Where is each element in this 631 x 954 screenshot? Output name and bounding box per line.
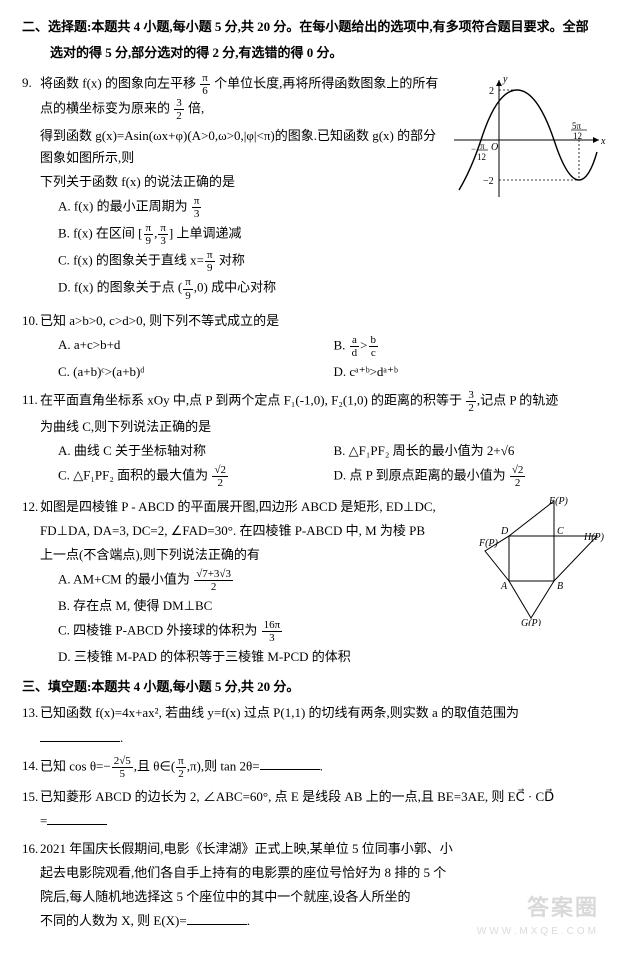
q16-stem-line3: 院后,每人随机地选择这 5 个座位中的其中一个就座,设各人所坐的: [40, 886, 609, 908]
question-11: 11. 在平面直角坐标系 xOy 中,点 P 到两个定点 F₁(-1,0), F…: [22, 389, 609, 490]
q12-option-d: D. 三棱锥 M-PAD 的体积等于三棱锥 M-PCD 的体积: [40, 646, 609, 668]
question-9: 9. x y O 2 −2: [22, 72, 609, 303]
svg-text:H(P): H(P): [583, 532, 605, 543]
q15-number: 15.: [22, 786, 38, 808]
q14-stem: 已知 cos θ=−2√55,且 θ∈(π2,π),则 tan 2θ=.: [40, 755, 609, 780]
q15-blank: [47, 811, 107, 825]
svg-text:F(P): F(P): [479, 538, 499, 549]
svg-text:B: B: [557, 581, 563, 592]
svg-text:12: 12: [573, 131, 582, 141]
svg-text:D: D: [500, 526, 509, 537]
q13-stem-line2: .: [40, 727, 609, 749]
q10-option-b: B. ad>bc: [334, 334, 610, 359]
section2-header-line2: 选对的得 5 分,部分选对的得 2 分,有选错的得 0 分。: [22, 42, 609, 64]
svg-text:E(P): E(P): [548, 496, 569, 507]
q11-option-b: B. △F₁PF₂ 周长的最小值为 2+√6: [334, 440, 610, 462]
q10-stem: 已知 a>b>0, c>d>0, 则下列不等式成立的是: [40, 310, 609, 332]
question-14: 14. 已知 cos θ=−2√55,且 θ∈(π2,π),则 tan 2θ=.: [22, 755, 609, 780]
q9-option-b: B. f(x) 在区间 [π9,π3] 上单调递减: [40, 222, 609, 247]
question-10: 10. 已知 a>b>0, c>d>0, 则下列不等式成立的是 A. a+c>b…: [22, 310, 609, 383]
q10-option-c: C. (a+b)ᶜ>(a+b)ᵈ: [58, 361, 334, 383]
q16-number: 16.: [22, 838, 38, 860]
question-16: 16. 2021 年国庆长假期间,电影《长津湖》正式上映,某单位 5 位同事小郭…: [22, 838, 609, 932]
section2-header-line1: 二、选择题:本题共 4 小题,每小题 5 分,共 20 分。在每小题给出的选项中…: [22, 16, 609, 38]
svg-text:y: y: [502, 74, 508, 85]
svg-text:π: π: [480, 141, 485, 151]
q9-option-d: D. f(x) 的图象关于点 (π9,0) 成中心对称: [40, 276, 609, 301]
q12-number: 12.: [22, 496, 38, 518]
svg-text:C: C: [557, 526, 564, 537]
q10-option-a: A. a+c>b+d: [58, 334, 334, 359]
svg-text:A: A: [500, 581, 508, 592]
q16-stem-line1: 2021 年国庆长假期间,电影《长津湖》正式上映,某单位 5 位同事小郭、小: [40, 838, 609, 860]
question-12: 12. A B C D E(P) F(P) G: [22, 496, 609, 671]
q11-option-d: D. 点 P 到原点距离的最小值为 √22: [334, 464, 610, 489]
svg-text:5π: 5π: [572, 121, 582, 131]
svg-text:12: 12: [477, 152, 486, 162]
q9-number: 9.: [22, 72, 32, 94]
q11-option-c: C. △F₁PF₂ 面积的最大值为 √22: [58, 464, 334, 489]
q16-blank: [187, 911, 247, 925]
svg-text:−2: −2: [483, 176, 494, 187]
q10-option-d: D. cᵃ⁺ᵇ>dᵃ⁺ᵇ: [334, 361, 610, 383]
q12-diagram: A B C D E(P) F(P) G(P) H(P): [479, 496, 609, 633]
question-13: 13. 已知函数 f(x)=4x+ax², 若曲线 y=f(x) 过点 P(1,…: [22, 702, 609, 748]
svg-text:G(P): G(P): [521, 618, 542, 626]
q16-stem-line4: 不同的人数为 X, 则 E(X)=.: [40, 910, 609, 932]
q11-option-a: A. 曲线 C 关于坐标轴对称: [58, 440, 334, 462]
q15-stem-line1: 已知菱形 ABCD 的边长为 2, ∠ABC=60°, 点 E 是线段 AB 上…: [40, 786, 609, 808]
q10-number: 10.: [22, 310, 38, 332]
q9-chart: x y O 2 −2 − π 12 5π: [449, 72, 609, 209]
q11-stem-line2: 为曲线 C,则下列说法正确的是: [40, 416, 609, 438]
q15-stem-line2: =: [40, 810, 609, 832]
q11-number: 11.: [22, 389, 38, 411]
q11-stem-line1: 在平面直角坐标系 xOy 中,点 P 到两个定点 F₁(-1,0), F₂(1,…: [40, 389, 609, 414]
svg-text:x: x: [600, 136, 606, 147]
q13-stem-line1: 已知函数 f(x)=4x+ax², 若曲线 y=f(x) 过点 P(1,1) 的…: [40, 702, 609, 724]
q14-blank: [260, 756, 320, 770]
svg-text:−: −: [471, 144, 476, 154]
q13-number: 13.: [22, 702, 38, 724]
section3-header: 三、填空题:本题共 4 小题,每小题 5 分,共 20 分。: [22, 676, 609, 698]
question-15: 15. 已知菱形 ABCD 的边长为 2, ∠ABC=60°, 点 E 是线段 …: [22, 786, 609, 832]
q9-option-c: C. f(x) 的图象关于直线 x=π9 对称: [40, 249, 609, 274]
svg-text:O: O: [491, 142, 498, 153]
q13-blank: [40, 727, 120, 741]
q14-number: 14.: [22, 755, 38, 777]
svg-text:2: 2: [489, 86, 494, 97]
q16-stem-line2: 起去电影院观看,他们各自手上持有的电影票的座位号恰好为 8 排的 5 个: [40, 862, 609, 884]
